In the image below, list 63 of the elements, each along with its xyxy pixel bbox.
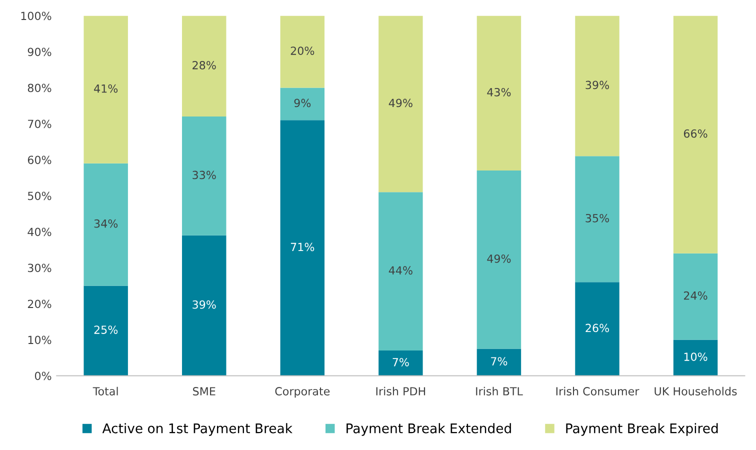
data-label: 10% xyxy=(684,352,708,361)
data-label: 39% xyxy=(586,80,609,90)
bar xyxy=(84,286,128,376)
bar xyxy=(575,16,620,156)
data-label: 20% xyxy=(290,46,314,55)
y-tick-label: 50% xyxy=(28,192,52,200)
y-tick-label: 100% xyxy=(21,12,52,20)
y-tick-label: 90% xyxy=(28,48,52,56)
y-tick-label: 40% xyxy=(28,228,52,236)
data-label: 28% xyxy=(192,60,216,70)
data-label: 41% xyxy=(94,84,118,93)
x-tick-label: Irish PDH xyxy=(376,386,426,396)
data-label: 9% xyxy=(294,98,311,108)
x-tick-label: Irish Consumer xyxy=(556,386,640,396)
x-tick-label: Irish BTL xyxy=(476,386,523,396)
data-label: 71% xyxy=(290,242,314,252)
y-tick-label: 20% xyxy=(28,300,52,308)
y-tick-label: 80% xyxy=(28,84,52,92)
x-tick-label: SME xyxy=(193,387,216,396)
y-tick-label: 0% xyxy=(34,372,52,380)
data-label: 24% xyxy=(684,291,708,300)
bar xyxy=(673,253,718,340)
data-label: 33% xyxy=(192,170,216,180)
data-label: 66% xyxy=(684,129,708,138)
x-tick-label: Total xyxy=(92,386,118,396)
bar xyxy=(476,16,522,171)
bar xyxy=(575,282,620,376)
data-label: 7% xyxy=(491,357,508,366)
legend-label: Payment Break Extended xyxy=(346,423,511,436)
bar xyxy=(280,120,325,376)
y-tick-label: 10% xyxy=(28,336,52,344)
y-tick-label: 60% xyxy=(28,156,52,164)
data-label: 34% xyxy=(94,219,118,228)
bar xyxy=(378,350,423,376)
data-label: 35% xyxy=(586,214,609,222)
legend-label: Payment Break Expired xyxy=(566,423,718,436)
bar xyxy=(476,170,522,349)
data-label: 49% xyxy=(388,98,412,108)
bar xyxy=(575,156,620,282)
y-tick-label: 30% xyxy=(28,264,52,272)
bar xyxy=(182,235,226,376)
data-label: 44% xyxy=(388,266,412,275)
data-label: 49% xyxy=(487,254,511,263)
bar xyxy=(182,116,226,236)
x-tick-label: UK Households xyxy=(654,386,737,396)
data-label: 26% xyxy=(586,324,609,332)
bar xyxy=(84,16,128,164)
bar xyxy=(378,192,423,351)
bar xyxy=(182,16,226,117)
x-tick-label: Corporate xyxy=(275,387,330,398)
bar xyxy=(673,16,718,254)
legend-label: Active on 1st Payment Break xyxy=(102,423,292,436)
data-label: 39% xyxy=(192,300,216,309)
bar xyxy=(673,340,718,376)
y-tick-label: 70% xyxy=(28,120,52,128)
bar xyxy=(280,16,325,88)
bar xyxy=(476,348,522,376)
data-label: 7% xyxy=(392,358,409,366)
bar xyxy=(378,16,423,192)
bar xyxy=(280,88,325,120)
data-label: 43% xyxy=(487,88,511,96)
data-label: 25% xyxy=(94,326,118,334)
bar xyxy=(84,163,128,286)
